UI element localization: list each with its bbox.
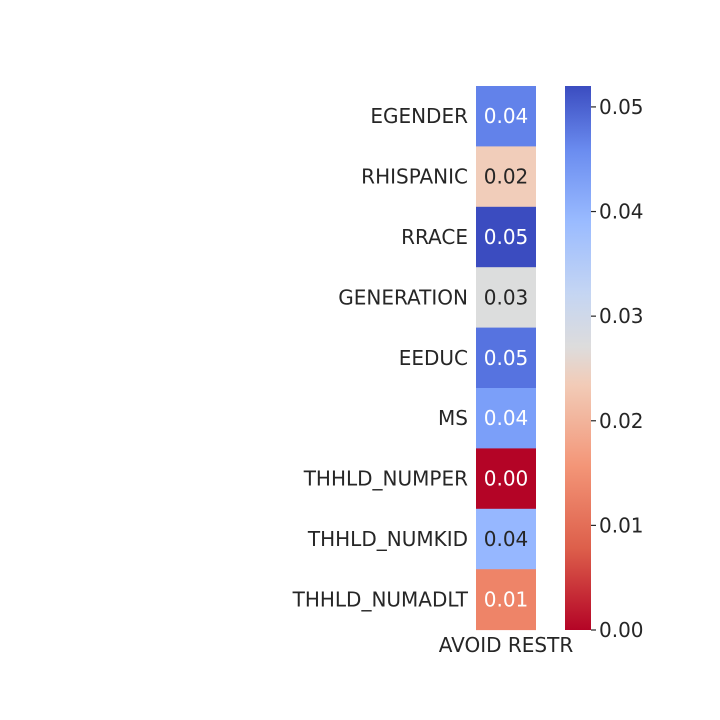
heatmap-cell (476, 206, 536, 268)
colorbar-tick-label: 0.05 (599, 95, 644, 119)
colorbar-ticks: 0.00 0.01 0.02 0.03 0.04 0.05 (591, 95, 644, 642)
heatmap-cell (476, 569, 536, 631)
heatmap-cell (476, 327, 536, 389)
heatmap-cell (476, 388, 536, 449)
row-label: THHLD_NUMADLT (292, 587, 469, 611)
cell-value-label: 0.04 (484, 527, 529, 551)
row-label: EEDUC (399, 346, 468, 370)
colorbar-tick-label: 0.02 (599, 409, 644, 433)
row-label: MS (438, 406, 468, 430)
heatmap-cell (476, 448, 536, 510)
heatmap-cells: 0.04 0.02 0.05 0.03 0.05 0.04 0.00 0.04 0.01 (476, 86, 536, 631)
cell-value-label: 0.05 (484, 346, 529, 370)
colorbar-tick-label: 0.01 (599, 513, 644, 537)
row-label: THHLD_NUMKID (307, 527, 468, 551)
cell-value-label: 0.03 (484, 285, 529, 309)
heatmap-cell (476, 508, 536, 570)
heatmap-cell (476, 146, 536, 208)
colorbar-tick-label: 0.03 (599, 304, 644, 328)
heatmap-cell (476, 86, 536, 147)
column-label: AVOID RESTR (439, 633, 574, 657)
row-label: RHISPANIC (361, 165, 468, 189)
heatmap-cell (476, 267, 536, 329)
cell-value-label: 0.01 (484, 587, 529, 611)
row-label: GENERATION (338, 285, 468, 309)
cell-value-label: 0.04 (484, 104, 529, 128)
cell-value-label: 0.05 (484, 225, 529, 249)
row-labels: EGENDER RHISPANIC RRACE GENERATION EEDUC MS TH… (292, 104, 469, 611)
colorbar-tick-label: 0.04 (599, 200, 644, 224)
colorbar-tick-label: 0.00 (599, 618, 644, 642)
row-label: EGENDER (370, 104, 468, 128)
cell-value-label: 0.04 (484, 406, 529, 430)
row-label: RRACE (401, 225, 468, 249)
row-label: THHLD_NUMPER (303, 467, 468, 491)
colorbar (565, 86, 591, 630)
cell-value-label: 0.02 (484, 165, 529, 189)
cell-value-label: 0.00 (484, 467, 529, 491)
